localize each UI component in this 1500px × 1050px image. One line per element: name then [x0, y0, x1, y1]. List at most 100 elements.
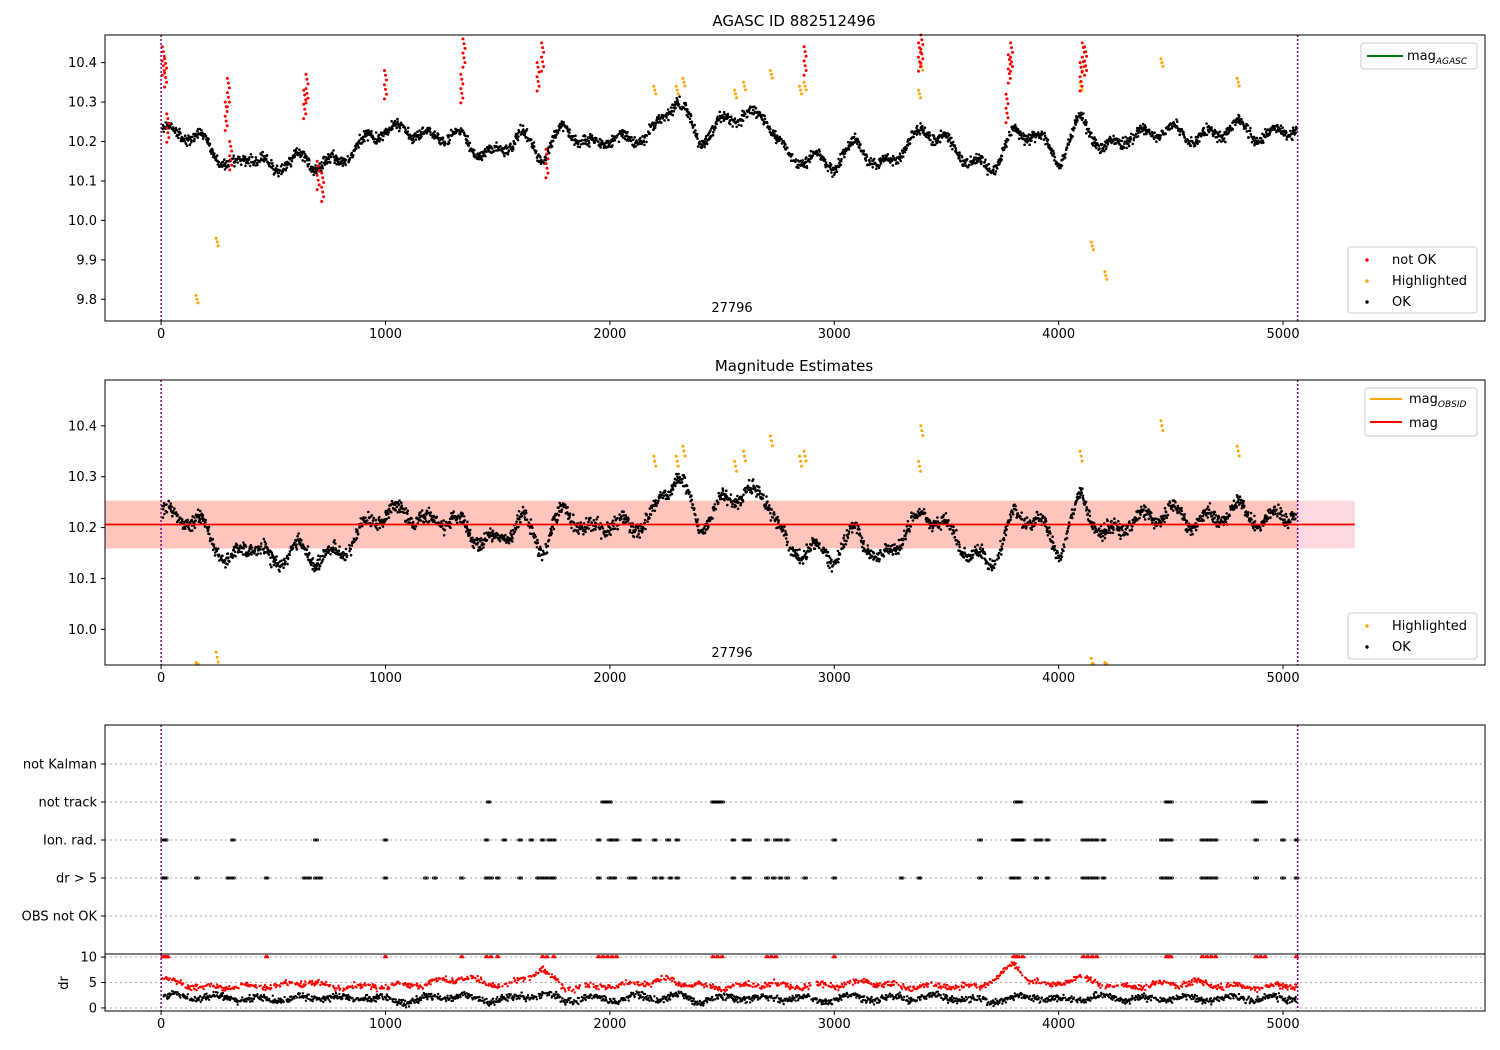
ok-point: [1084, 500, 1088, 504]
not-ok-point: [461, 82, 465, 86]
ok-point: [770, 508, 774, 511]
not-ok-point: [919, 61, 923, 65]
ok-point: [1216, 140, 1219, 144]
ok-point: [862, 149, 866, 153]
not-ok-point: [803, 64, 807, 68]
highlighted-point: [800, 92, 804, 96]
ok-point: [198, 519, 202, 522]
ok-point: [236, 161, 239, 164]
not-ok-point: [322, 195, 326, 199]
not-ok-point: [305, 77, 309, 81]
ok-point: [519, 521, 522, 524]
ok-point: [763, 117, 767, 121]
not-ok-point: [1083, 59, 1087, 63]
ok-point: [270, 166, 274, 169]
ok-point: [784, 143, 787, 146]
ok-point: [1153, 131, 1156, 134]
ok-point: [511, 537, 514, 540]
not-ok-point: [545, 166, 549, 170]
ok-point: [259, 552, 262, 555]
ok-point: [938, 140, 942, 144]
ok-point: [1108, 529, 1111, 532]
ok-point: [1132, 136, 1136, 140]
not-ok-point: [1080, 41, 1084, 45]
ok-point: [404, 507, 408, 510]
ok-point: [663, 119, 666, 122]
ok-point: [584, 517, 588, 520]
ok-point: [412, 140, 416, 143]
ok-point: [544, 158, 547, 162]
ok-point: [400, 504, 404, 507]
ok-point: [918, 133, 922, 136]
ok-point: [169, 502, 173, 505]
ok-point: [190, 139, 193, 143]
ok-point: [248, 164, 252, 168]
not-ok-point: [383, 69, 386, 72]
chart-title: AGASC ID 882512496: [712, 12, 875, 30]
ok-point: [904, 534, 907, 538]
ok-point: [1106, 531, 1110, 534]
ok-point: [693, 123, 696, 127]
ok-point: [463, 519, 467, 522]
ok-point: [851, 531, 854, 534]
ok-point: [1178, 133, 1181, 136]
ok-point: [1005, 528, 1008, 531]
legend-marker-not-ok: [1365, 258, 1369, 262]
ok-point: [421, 126, 425, 129]
ok-point: [503, 154, 506, 158]
ok-point: [745, 490, 748, 493]
ok-point: [1040, 516, 1044, 520]
highlighted-point: [653, 88, 657, 92]
ok-point: [344, 547, 348, 551]
ok-point: [163, 512, 166, 516]
ok-point: [519, 123, 522, 127]
x-tick-label: 3000: [818, 327, 851, 342]
ok-point: [1011, 510, 1014, 514]
ok-point: [1043, 131, 1046, 135]
ok-point: [765, 495, 768, 498]
ok-point: [397, 503, 401, 506]
ok-point: [844, 543, 848, 546]
ok-point: [987, 567, 990, 571]
ok-point: [607, 139, 610, 143]
ok-point: [1086, 512, 1090, 516]
ok-point: [333, 161, 336, 164]
highlighted-point: [1090, 244, 1094, 248]
ok-point: [587, 527, 590, 530]
ok-point: [226, 552, 230, 555]
ok-point: [363, 139, 366, 143]
ok-point: [606, 521, 609, 524]
ok-point: [839, 163, 843, 167]
ok-point: [785, 543, 789, 547]
ok-point: [993, 559, 997, 563]
ok-point: [751, 478, 755, 481]
not-ok-point: [315, 159, 319, 163]
not-ok-point: [302, 117, 306, 121]
ok-point: [437, 136, 441, 140]
ok-point: [515, 520, 518, 523]
ok-point: [954, 147, 957, 150]
ok-point: [648, 132, 652, 135]
ok-point: [758, 485, 761, 489]
ok-point: [694, 129, 697, 132]
ok-point: [341, 556, 345, 559]
ok-point: [390, 499, 394, 503]
ok-point: [872, 157, 876, 161]
ok-point: [413, 527, 417, 531]
ok-point: [705, 142, 709, 146]
highlighted-point: [804, 88, 808, 92]
ok-point: [364, 131, 367, 135]
ok-point: [1007, 130, 1011, 134]
ok-point: [1063, 545, 1066, 549]
not-ok-point: [165, 112, 169, 116]
ok-point: [326, 153, 330, 156]
not-ok-point: [920, 38, 924, 42]
ok-point: [845, 539, 848, 543]
ok-point: [735, 125, 738, 129]
ok-point: [696, 137, 699, 140]
ok-point: [258, 548, 262, 551]
ok-point: [620, 517, 623, 521]
highlighted-point: [799, 88, 803, 92]
ok-point: [468, 532, 472, 535]
ok-point: [420, 509, 424, 512]
